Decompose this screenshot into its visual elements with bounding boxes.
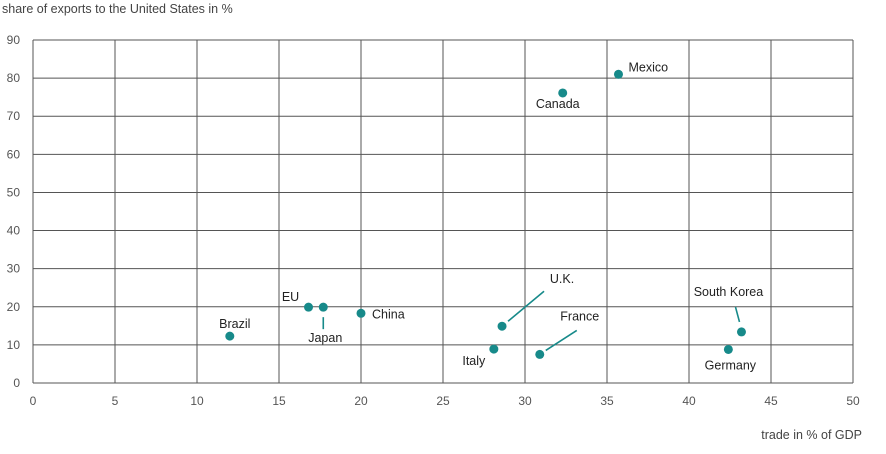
x-tick-label: 25 (436, 394, 450, 408)
point-label: Japan (308, 331, 342, 345)
x-axis-label: trade in % of GDP (761, 428, 862, 442)
point-label: Mexico (628, 60, 668, 74)
point-label: Italy (462, 354, 486, 368)
leader-line (507, 290, 545, 322)
data-point (535, 349, 545, 359)
y-tick-label: 20 (7, 300, 21, 314)
point-label: Canada (536, 97, 580, 111)
x-tick-label: 30 (518, 394, 532, 408)
data-point (736, 327, 746, 337)
leader-line (545, 329, 578, 352)
point-label: Brazil (219, 317, 250, 331)
data-point (304, 302, 314, 312)
y-tick-label: 10 (7, 338, 21, 352)
x-tick-label: 45 (764, 394, 778, 408)
data-point (497, 321, 507, 331)
y-tick-label: 40 (7, 224, 21, 238)
point-label: South Korea (694, 285, 764, 299)
y-tick-label: 50 (7, 185, 21, 199)
point-label: U.K. (550, 272, 574, 286)
x-tick-label: 10 (190, 394, 204, 408)
point-label: France (560, 309, 599, 323)
y-tick-label: 0 (13, 376, 20, 390)
x-tick-label: 40 (682, 394, 696, 408)
data-point (613, 69, 623, 79)
data-point (225, 331, 235, 341)
x-tick-label: 50 (846, 394, 860, 408)
y-tick-label: 30 (7, 262, 21, 276)
y-tick-label: 60 (7, 147, 21, 161)
y-tick-label: 90 (7, 33, 21, 47)
y-tick-label: 70 (7, 109, 21, 123)
point-label: China (372, 307, 405, 321)
x-tick-label: 20 (354, 394, 368, 408)
data-point (723, 344, 733, 354)
x-tick-label: 15 (272, 394, 286, 408)
x-tick-label: 5 (112, 394, 119, 408)
x-tick-label: 35 (600, 394, 614, 408)
data-point (356, 308, 366, 318)
y-tick-label: 80 (7, 71, 21, 85)
y-axis-label: share of exports to the United States in… (2, 2, 233, 16)
data-point (318, 302, 328, 312)
data-point (558, 88, 568, 98)
leader-line (734, 306, 741, 323)
x-tick-label: 0 (30, 394, 37, 408)
point-label: Germany (705, 358, 757, 372)
data-point (489, 344, 499, 354)
point-label: EU (282, 290, 299, 304)
